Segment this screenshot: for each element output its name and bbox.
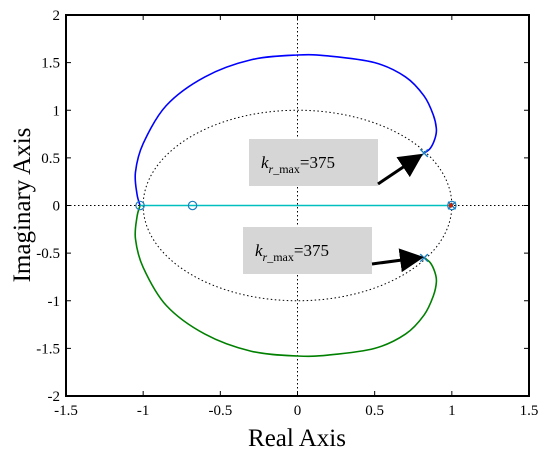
y-tick-label: -2	[48, 389, 61, 405]
annotation-2: kr_max=375	[243, 227, 425, 274]
y-tick-label: 1.5	[41, 56, 60, 72]
y-tick-label: -1	[48, 294, 61, 310]
annotation-label: kr_max=375	[261, 153, 335, 176]
y-tick-label: 2	[53, 8, 61, 24]
y-tick-label: -0.5	[36, 246, 60, 262]
annotation-box	[243, 227, 372, 274]
x-tick-label: 1	[448, 403, 456, 419]
annotation-box	[249, 139, 378, 186]
locus-branch-1	[134, 53, 438, 206]
x-tick-label: 0	[294, 403, 302, 419]
annotation-arrow	[371, 248, 425, 273]
y-tick-label: -1.5	[36, 341, 60, 357]
annotation-label: kr_max=375	[255, 241, 329, 264]
zero-marker-2	[187, 200, 198, 211]
annotation-arrow	[377, 153, 424, 186]
x-axis-label: Real Axis	[248, 425, 346, 452]
zero-marker-1	[135, 200, 145, 211]
zero-marker-3	[447, 200, 457, 211]
x-tick-label: 0.5	[365, 403, 384, 419]
x-tick-label: -1	[137, 403, 150, 419]
y-tick-label: 1	[53, 103, 61, 119]
closed-loop-point	[448, 203, 454, 208]
y-tick-label: 0	[53, 199, 61, 215]
x-tick-label: -0.5	[208, 403, 232, 419]
x-tick-label: -1.5	[54, 403, 78, 419]
x-tick-label: 1.5	[520, 403, 539, 419]
y-tick-label: 0.5	[41, 151, 60, 167]
annotation-1: kr_max=375	[249, 139, 424, 186]
locus-branch-2	[134, 205, 438, 358]
y-axis-label: Imaginary Axis	[9, 128, 36, 283]
